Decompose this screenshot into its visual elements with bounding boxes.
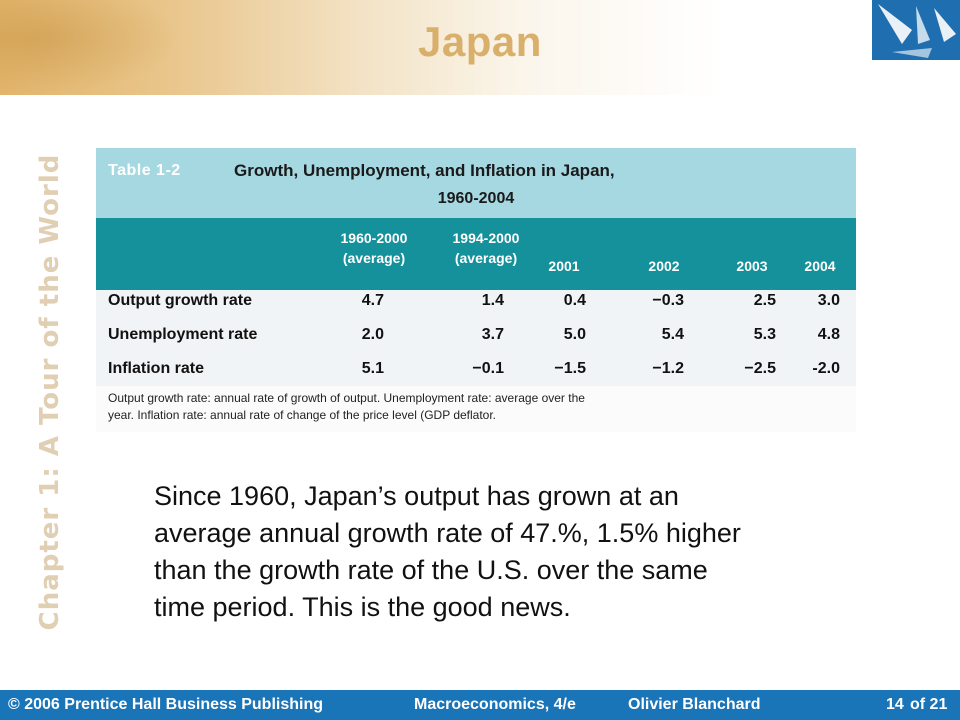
body-text: Since 1960, Japan’s output has grown at … [154, 478, 874, 626]
table-notes: Output growth rate: annual rate of growt… [96, 386, 856, 432]
footer-book: Macroeconomics, 4/e [414, 696, 576, 713]
table-caption: Table 1-2 Growth, Unemployment, and Infl… [96, 148, 856, 218]
table-cell: 1.4 [481, 292, 504, 309]
body-text-line: than the growth rate of the U.S. over th… [154, 555, 708, 585]
column-header: 1994-2000 (average) [426, 228, 546, 268]
slide-title: Japan [418, 18, 542, 65]
table-cell: −0.3 [652, 292, 684, 309]
footer-page-total: of 21 [910, 696, 948, 713]
column-header-line1: 1960-2000 [340, 230, 408, 246]
table-cell: 5.1 [361, 360, 384, 377]
column-header: 2003 [736, 258, 768, 274]
table-cell: 3.0 [817, 292, 840, 309]
table-cell: −2.5 [744, 360, 776, 377]
table-cell: −1.5 [554, 360, 586, 377]
column-header-line2: (average) [454, 250, 518, 266]
column-header: 2001 [548, 258, 580, 274]
table-row: Unemployment rate 2.0 3.7 5.0 5.4 5.3 4.… [96, 318, 856, 354]
row-label: Unemployment rate [108, 326, 258, 343]
table-cell: 3.7 [481, 326, 504, 343]
table-cell: 4.8 [817, 326, 840, 343]
column-header-line1: 1994-2000 [452, 230, 520, 246]
row-label: Output growth rate [108, 292, 252, 309]
footer-author: Olivier Blanchard [628, 696, 761, 713]
table-cell: −1.2 [652, 360, 684, 377]
banner-glow [0, 0, 180, 95]
title-banner [0, 0, 960, 95]
data-table: Table 1-2 Growth, Unemployment, and Infl… [96, 148, 856, 432]
table-tag: Table 1-2 [108, 162, 181, 179]
footer-page-number: 14 [886, 696, 904, 713]
column-header: 2002 [648, 258, 680, 274]
table-note-line: year. Inflation rate: annual rate of cha… [108, 408, 497, 422]
table-cell: 2.5 [753, 292, 776, 309]
column-header-line2: (average) [342, 250, 406, 266]
column-header: 1960-2000 (average) [314, 228, 434, 268]
body-text-line: Since 1960, Japan’s output has grown at … [154, 481, 679, 511]
table-row: Inflation rate 5.1 −0.1 −1.5 −1.2 −2.5 -… [96, 352, 856, 388]
table-row: Output growth rate 4.7 1.4 0.4 −0.3 2.5 … [96, 284, 856, 320]
table-cell: 5.3 [753, 326, 776, 343]
table-header: 1960-2000 (average) 1994-2000 (average) … [96, 218, 856, 290]
body-text-line: time period. This is the good news. [154, 592, 571, 622]
body-text-line: average annual growth rate of 47.%, 1.5%… [154, 518, 741, 548]
table-title: Growth, Unemployment, and Inflation in J… [234, 161, 615, 180]
table-note-line: Output growth rate: annual rate of growt… [108, 391, 585, 405]
column-header: 2004 [804, 258, 836, 274]
row-label: Inflation rate [108, 360, 205, 377]
table-cell: 5.4 [661, 326, 684, 343]
footer-copyright: © 2006 Prentice Hall Business Publishing [8, 696, 324, 713]
table-cell: −0.1 [472, 360, 504, 377]
table-cell: 2.0 [361, 326, 384, 343]
table-title-years: 1960-2004 [437, 190, 515, 207]
table-cell: 0.4 [563, 292, 586, 309]
chapter-label: Chapter 1: A Tour of the World [35, 153, 65, 631]
table-cell: -2.0 [812, 360, 840, 377]
publisher-logo-icon [872, 0, 960, 60]
table-cell: 4.7 [361, 292, 384, 309]
table-cell: 5.0 [563, 326, 586, 343]
footer-bar: © 2006 Prentice Hall Business Publishing… [0, 690, 960, 720]
